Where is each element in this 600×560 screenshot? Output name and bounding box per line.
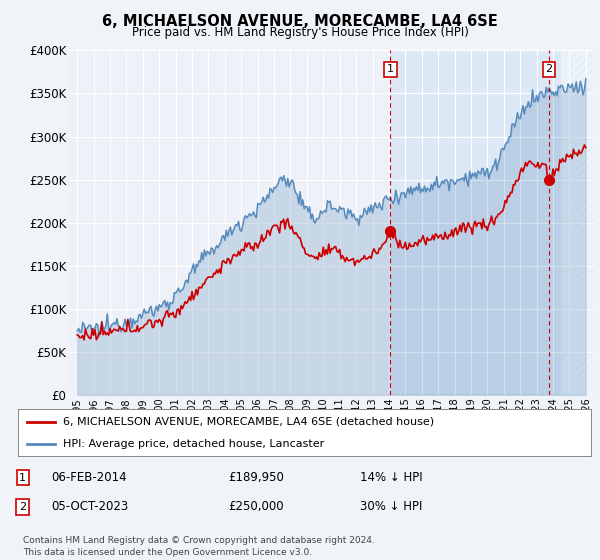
- Text: 30% ↓ HPI: 30% ↓ HPI: [360, 500, 422, 514]
- Text: 05-OCT-2023: 05-OCT-2023: [51, 500, 128, 514]
- Bar: [390, 50, 594, 395]
- Text: 06-FEB-2014: 06-FEB-2014: [51, 471, 127, 484]
- Text: 14% ↓ HPI: 14% ↓ HPI: [360, 471, 422, 484]
- Text: 6, MICHAELSON AVENUE, MORECAMBE, LA4 6SE: 6, MICHAELSON AVENUE, MORECAMBE, LA4 6SE: [102, 14, 498, 29]
- Text: 1: 1: [19, 473, 26, 483]
- Bar: [561, 50, 594, 395]
- Text: £250,000: £250,000: [228, 500, 284, 514]
- Text: HPI: Average price, detached house, Lancaster: HPI: Average price, detached house, Lanc…: [62, 438, 324, 449]
- Text: Price paid vs. HM Land Registry's House Price Index (HPI): Price paid vs. HM Land Registry's House …: [131, 26, 469, 39]
- Text: 2: 2: [545, 64, 553, 74]
- Text: 6, MICHAELSON AVENUE, MORECAMBE, LA4 6SE (detached house): 6, MICHAELSON AVENUE, MORECAMBE, LA4 6SE…: [62, 417, 434, 427]
- Text: 1: 1: [387, 64, 394, 74]
- Text: Contains HM Land Registry data © Crown copyright and database right 2024.: Contains HM Land Registry data © Crown c…: [23, 536, 374, 545]
- Text: This data is licensed under the Open Government Licence v3.0.: This data is licensed under the Open Gov…: [23, 548, 312, 557]
- Text: £189,950: £189,950: [228, 471, 284, 484]
- Text: 2: 2: [19, 502, 26, 512]
